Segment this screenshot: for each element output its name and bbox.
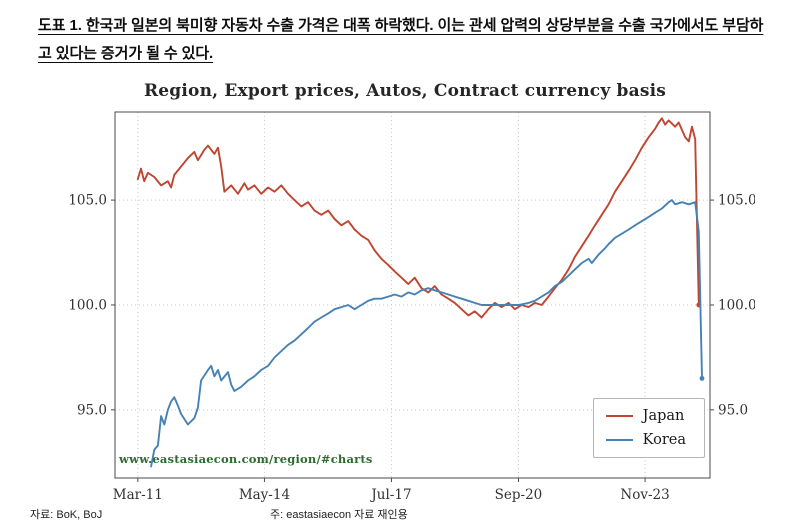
watermark: www.eastasiaecon.com/region/#charts: [119, 452, 373, 466]
y-axis-label-right: 100.0: [718, 297, 755, 313]
export-price-line-chart: 95.0 95.0 100.0 100.0 105.0 105.0 Mar-11 May-14…: [68, 111, 755, 503]
figure-footnotes: 자료: BoK, BoJ 주: eastasiaecon 자료 재인용: [30, 506, 770, 522]
x-axis-label: Mar-11: [113, 487, 163, 503]
y-axis-label-right: 95.0: [718, 402, 748, 418]
legend-label-japan: Japan: [642, 408, 685, 424]
x-axis-label: May-14: [239, 487, 290, 503]
reference-note: 주: eastasiaecon 자료 재인용: [270, 509, 408, 521]
korea-endpoint: [699, 375, 705, 381]
korea-line-swatch: [605, 439, 633, 441]
y-axis-label: 105.0: [68, 193, 107, 209]
y-axis-label: 100.0: [68, 297, 107, 313]
chart-figure: Region, Export prices, Autos, Contract c…: [55, 78, 755, 504]
y-axis-label: 95.0: [77, 402, 107, 418]
source-note: 자료: BoK, BoJ: [30, 509, 103, 521]
legend-item-japan: Japan: [605, 408, 686, 424]
japan-line: [136, 117, 700, 319]
plot-frame: [114, 111, 711, 479]
chart-title: Region, Export prices, Autos, Contract c…: [143, 81, 667, 101]
japan-line-swatch: [605, 415, 633, 417]
y-axis-label-right: 105.0: [718, 193, 755, 209]
x-axis-label: Nov-23: [620, 487, 669, 503]
figure-caption: 도표 1. 한국과 일본의 북미향 자동차 수출 가격은 대폭 하락했다. 이는…: [38, 17, 764, 62]
korea-line: [150, 199, 703, 468]
x-axis-label: Sep-20: [495, 487, 543, 503]
chart-legend: Japan Korea: [592, 398, 705, 458]
legend-item-korea: Korea: [605, 432, 686, 448]
legend-label-korea: Korea: [642, 432, 686, 448]
x-axis-label: Jul-17: [369, 487, 411, 503]
